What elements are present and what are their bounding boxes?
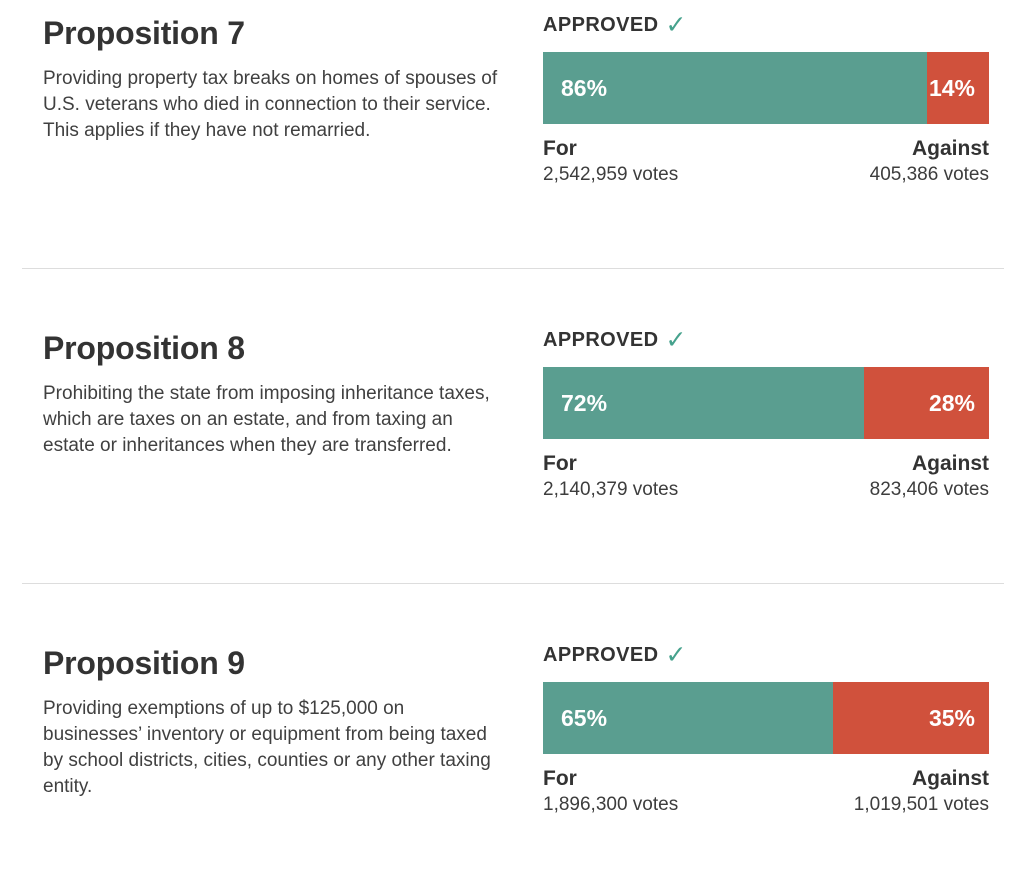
for-tally: For 2,542,959 votes: [543, 136, 678, 188]
for-bar-segment: 72%: [543, 367, 865, 439]
against-bar-segment: 35%: [832, 682, 989, 754]
proposition-card-7: Proposition 7 Providing property tax bre…: [0, 12, 1024, 188]
against-percent-label: 35%: [928, 704, 975, 731]
for-percent-label: 65%: [561, 704, 608, 731]
against-bar-segment: 14%: [926, 52, 989, 124]
for-bar-segment: 86%: [543, 52, 927, 124]
proposition-card-8: Proposition 8 Prohibiting the state from…: [0, 327, 1024, 503]
for-tally: For 2,140,379 votes: [543, 451, 678, 503]
for-label: For: [543, 767, 577, 790]
status-label: APPROVED: [543, 644, 659, 666]
for-votes: 2,542,959 votes: [543, 164, 679, 185]
proposition-results: APPROVED ✓ 72% 28% For 2,140,379 votes Ag…: [543, 327, 989, 503]
proposition-card-9: Proposition 9 Providing exemptions of up…: [0, 642, 1024, 818]
against-votes: 1,019,501 votes: [853, 794, 989, 815]
against-tally: Against 405,386 votes: [870, 136, 989, 188]
proposition-description: Providing property tax breaks on homes o…: [43, 68, 498, 141]
vote-share-bar: 72% 28%: [543, 367, 989, 439]
vote-tallies: For 1,896,300 votes Against 1,019,501 vo…: [543, 766, 989, 818]
against-label: Against: [911, 452, 989, 475]
section-divider: [22, 583, 1004, 584]
proposition-results: APPROVED ✓ 65% 35% For 1,896,300 votes Ag…: [543, 642, 989, 818]
against-label: Against: [911, 137, 989, 160]
against-tally: Against 1,019,501 votes: [854, 766, 989, 818]
for-percent-label: 86%: [561, 74, 608, 101]
against-percent-label: 28%: [928, 389, 975, 416]
approved-check-icon: ✓: [665, 641, 687, 669]
proposition-title: Proposition 9: [43, 645, 245, 681]
status-row: APPROVED ✓: [543, 642, 989, 668]
proposition-description: Prohibiting the state from imposing inhe…: [43, 383, 490, 456]
status-label: APPROVED: [543, 329, 659, 351]
against-votes: 823,406 votes: [869, 479, 989, 500]
vote-share-bar: 86% 14%: [543, 52, 989, 124]
proposition-results: APPROVED ✓ 86% 14% For 2,542,959 votes Ag…: [543, 12, 989, 188]
vote-tallies: For 2,140,379 votes Against 823,406 vote…: [543, 451, 989, 503]
against-percent-label: 14%: [928, 74, 975, 101]
for-label: For: [543, 452, 577, 475]
against-label: Against: [911, 767, 989, 790]
for-label: For: [543, 137, 577, 160]
approved-check-icon: ✓: [665, 11, 687, 39]
proposition-description: Providing exemptions of up to $125,000 o…: [43, 698, 491, 797]
proposition-info: Proposition 9 Providing exemptions of up…: [43, 642, 515, 800]
status-row: APPROVED ✓: [543, 327, 989, 353]
status-row: APPROVED ✓: [543, 12, 989, 38]
for-bar-segment: 65%: [543, 682, 833, 754]
for-votes: 1,896,300 votes: [543, 794, 679, 815]
vote-tallies: For 2,542,959 votes Against 405,386 vote…: [543, 136, 989, 188]
proposition-info: Proposition 8 Prohibiting the state from…: [43, 327, 515, 459]
against-bar-segment: 28%: [864, 367, 989, 439]
proposition-info: Proposition 7 Providing property tax bre…: [43, 12, 515, 144]
against-votes: 405,386 votes: [869, 164, 989, 185]
for-tally: For 1,896,300 votes: [543, 766, 678, 818]
for-votes: 2,140,379 votes: [543, 479, 679, 500]
approved-check-icon: ✓: [665, 326, 687, 354]
proposition-title: Proposition 7: [43, 15, 245, 51]
for-percent-label: 72%: [561, 389, 608, 416]
against-tally: Against 823,406 votes: [870, 451, 989, 503]
proposition-title: Proposition 8: [43, 330, 245, 366]
status-label: APPROVED: [543, 14, 659, 36]
vote-share-bar: 65% 35%: [543, 682, 989, 754]
section-divider: [22, 268, 1004, 269]
